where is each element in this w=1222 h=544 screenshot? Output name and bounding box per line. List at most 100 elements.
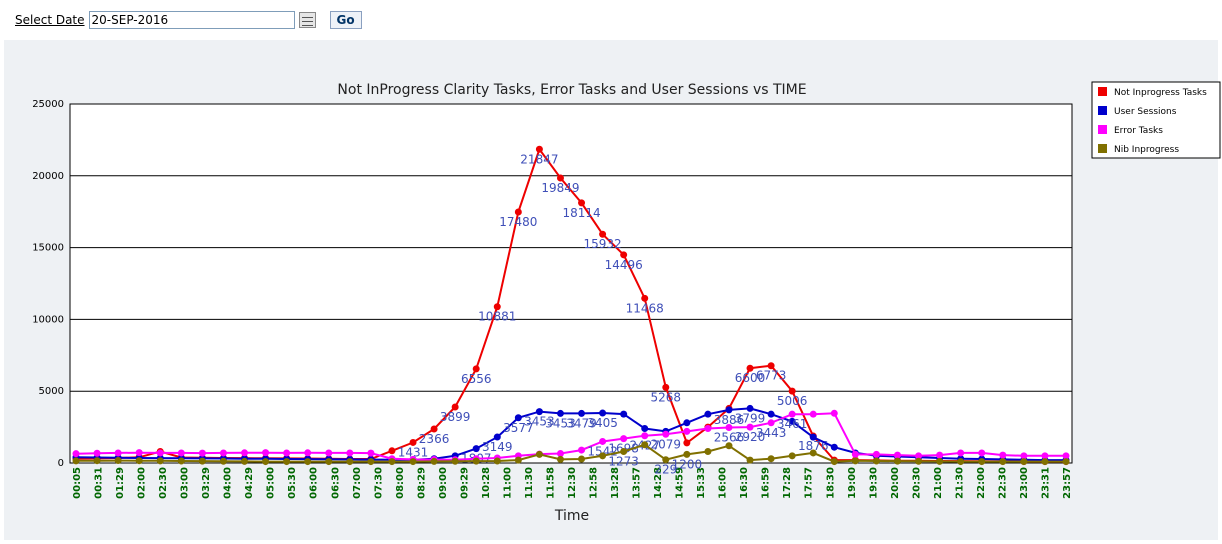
data-point [599,230,607,238]
x-tick-label: 14:28 [653,467,664,499]
data-point [641,432,649,440]
data-point [472,457,480,465]
data-point [430,457,438,465]
data-point [493,303,501,311]
date-input[interactable] [88,11,295,29]
data-label: 1200 [672,457,703,471]
x-tick-label: 03:29 [201,467,212,499]
data-label: 1431 [398,445,429,459]
legend-label: Nib Inprogress [1114,145,1179,155]
data-point [872,450,880,458]
data-label: 3899 [440,410,471,424]
data-point [851,450,859,458]
select-date-label[interactable]: Select Date [15,13,85,27]
data-point [704,425,712,433]
data-point [683,439,691,447]
data-point [999,451,1007,459]
data-point [788,452,796,460]
data-point [620,435,628,443]
data-point [409,438,417,446]
x-tick-label: 17:57 [804,467,815,499]
data-point [683,427,691,435]
x-tick-label: 08:29 [416,467,427,499]
x-tick-label: 23:31 [1040,467,1051,499]
x-tick-label: 22:30 [997,467,1008,499]
data-point [851,457,859,465]
x-tick-label: 02:30 [158,467,169,499]
data-point [367,449,375,457]
data-point [978,458,986,466]
x-tick-label: 14:59 [675,467,686,499]
data-label: 5006 [777,394,808,408]
x-tick-label: 22:00 [976,467,987,499]
data-point [578,446,586,454]
data-point [304,458,312,466]
go-button[interactable]: Go [329,11,362,29]
data-point [219,449,227,457]
data-point [809,410,817,418]
data-point [830,443,838,451]
date-form: Select Date Go [15,10,362,30]
data-point [346,449,354,457]
x-tick-label: 20:30 [911,467,922,499]
x-tick-label: 21:30 [954,467,965,499]
data-label: 21847 [520,152,558,166]
y-tick-label: 20000 [32,171,64,182]
x-tick-label: 10:28 [481,467,492,499]
x-tick-label: 19:30 [868,467,879,499]
data-point [578,455,586,463]
x-tick-label: 07:30 [373,467,384,499]
x-tick-label: 20:00 [890,467,901,499]
data-label: 3453 [524,415,555,429]
data-point [514,456,522,464]
x-tick-label: 23:00 [1019,467,1030,499]
data-label: 11468 [626,301,664,315]
data-point [325,449,333,457]
data-point [262,449,270,457]
data-point [704,448,712,456]
x-tick-label: 04:29 [244,467,255,499]
data-point [556,409,564,417]
series-line [75,407,1066,462]
data-point [93,449,101,457]
data-label: 3149 [482,440,513,454]
legend-swatch [1098,144,1107,153]
legend-swatch [1098,125,1107,134]
x-tick-label: 19:00 [847,467,858,499]
data-point [346,458,354,466]
legend-label: Error Tasks [1114,126,1163,136]
data-point [535,450,543,458]
y-tick-label: 10000 [32,314,64,325]
data-point [725,424,733,432]
data-point [325,458,333,466]
data-point [72,450,80,458]
x-tick-label: 06:30 [330,467,341,499]
data-label: 3577 [503,421,534,435]
plot-area [69,103,1073,464]
series-line [75,412,1066,461]
x-tick-label: 09:29 [459,467,470,499]
x-tick-label: 07:00 [352,467,363,499]
data-point [304,449,312,457]
grid [69,103,1073,464]
x-tick-label: 05:30 [287,467,298,499]
data-point [156,457,164,465]
x-tick-label: 08:00 [395,467,406,499]
x-tick-label: 04:00 [223,467,234,499]
data-point [430,425,438,433]
x-tick-label: 00:31 [94,467,105,499]
data-point [683,419,691,427]
data-point [683,450,691,458]
data-point [388,447,396,455]
data-point [1041,452,1049,460]
y-tick-label: 15000 [32,243,64,254]
data-point [367,458,375,466]
calendar-icon[interactable] [298,12,316,28]
data-point [514,208,522,216]
data-point [788,410,796,418]
data-point [746,423,754,431]
legend-label: User Sessions [1114,107,1177,117]
data-label: 15932 [584,237,622,251]
data-point [177,457,185,465]
